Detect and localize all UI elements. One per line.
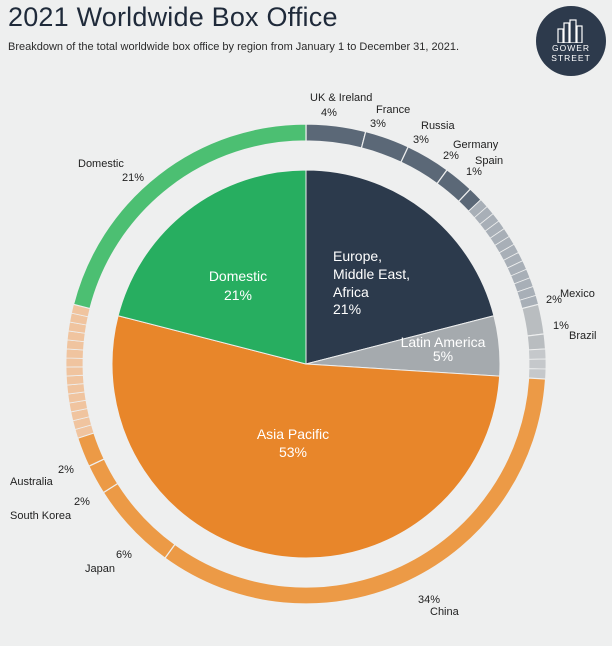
ring-segment-mexico bbox=[521, 303, 545, 337]
market-value-france: 3% bbox=[370, 118, 386, 130]
market-name-japan: Japan bbox=[85, 563, 115, 575]
region-pie bbox=[111, 169, 501, 559]
ring-segment-other-asia-pacific bbox=[65, 374, 85, 386]
market-value-brazil: 1% bbox=[553, 320, 569, 332]
market-ring bbox=[65, 123, 547, 605]
market-name-spain: Spain bbox=[475, 155, 503, 167]
region-name-latin-america: Latin America bbox=[401, 334, 486, 350]
region-name-asia-pacific: Asia Pacific bbox=[257, 426, 329, 442]
ring-segment-other-latin-america bbox=[528, 368, 547, 380]
gower-street-logo: GOWER STREET bbox=[536, 6, 606, 76]
market-name-france: France bbox=[376, 104, 410, 116]
market-value-mexico: 2% bbox=[546, 294, 562, 306]
market-value-china: 34% bbox=[418, 594, 440, 606]
ring-segment-uk-ireland bbox=[305, 123, 367, 149]
pie-slice-domestic bbox=[117, 169, 307, 365]
ring-segment-other-latin-america bbox=[528, 358, 547, 370]
pie-slice-europe-middle-east-africa bbox=[305, 169, 495, 365]
market-name-russia: Russia bbox=[421, 120, 456, 132]
market-name-germany: Germany bbox=[453, 139, 499, 151]
ring-segment-france bbox=[360, 130, 409, 164]
region-value-domestic: 21% bbox=[224, 287, 252, 303]
market-value-uk-ireland: 4% bbox=[321, 107, 337, 119]
region-value-europe-middle-east-africa: 21% bbox=[333, 301, 361, 317]
market-value-domestic: 21% bbox=[122, 172, 144, 184]
market-value-south-korea: 2% bbox=[74, 496, 90, 508]
region-value-asia-pacific: 53% bbox=[279, 444, 307, 460]
market-value-spain: 1% bbox=[466, 166, 482, 178]
market-name-australia: Australia bbox=[10, 476, 54, 488]
ring-segment-other-asia-pacific bbox=[65, 357, 84, 368]
market-name-south-korea: South Korea bbox=[10, 510, 72, 522]
ring-segment-domestic bbox=[72, 123, 307, 310]
pie-slice-asia-pacific bbox=[111, 315, 501, 559]
market-value-russia: 3% bbox=[413, 134, 429, 146]
ring-segment-australia bbox=[76, 432, 106, 467]
market-name-brazil: Brazil bbox=[569, 330, 597, 342]
ring-segment-brazil bbox=[526, 333, 547, 351]
market-value-japan: 6% bbox=[116, 549, 132, 561]
ring-segment-other-latin-america bbox=[528, 348, 547, 360]
logo-line1: GOWER bbox=[551, 43, 591, 53]
market-name-domestic: Domestic bbox=[78, 158, 124, 170]
region-value-latin-america: 5% bbox=[433, 348, 453, 364]
market-name-china: China bbox=[430, 606, 460, 618]
market-name-mexico: Mexico bbox=[560, 288, 595, 300]
ring-segment-other-asia-pacific bbox=[65, 366, 84, 377]
ring-segment-other-asia-pacific bbox=[65, 348, 84, 359]
region-name-europe-middle-east-africa: Europe, Middle East, Africa bbox=[333, 248, 410, 300]
region-name-domestic: Domestic bbox=[209, 268, 267, 284]
chart-subtitle: Breakdown of the total worldwide box off… bbox=[8, 41, 460, 53]
chart-title: 2021 Worldwide Box Office bbox=[8, 2, 338, 32]
market-name-uk-ireland: UK & Ireland bbox=[310, 92, 372, 104]
market-value-australia: 2% bbox=[58, 464, 74, 476]
logo-line2: STREET bbox=[551, 53, 591, 63]
ring-segment-russia bbox=[400, 146, 448, 185]
market-value-germany: 2% bbox=[443, 150, 459, 162]
buildings-icon bbox=[557, 19, 583, 43]
